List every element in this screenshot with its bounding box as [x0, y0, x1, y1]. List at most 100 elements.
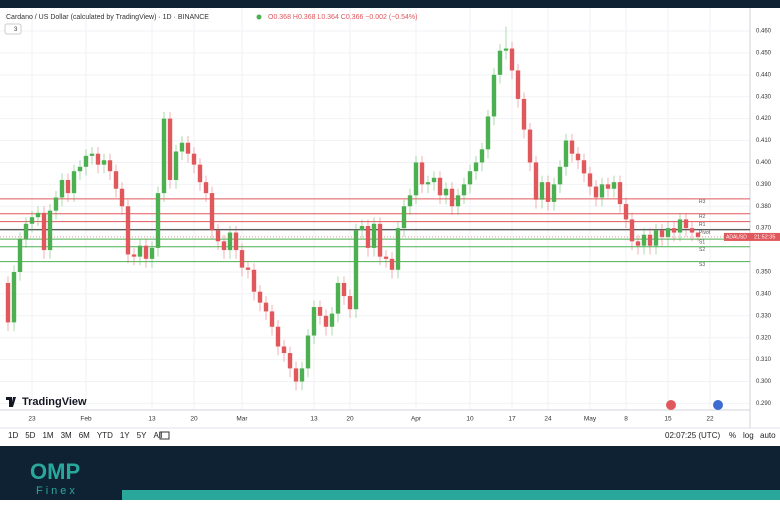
- candle-body: [77, 166, 83, 172]
- y-tick-label: 0.380: [756, 204, 772, 210]
- candle-body: [431, 177, 437, 183]
- x-tick-label: May: [584, 416, 597, 423]
- candle-body: [185, 142, 191, 154]
- flag-icon: [713, 400, 723, 410]
- candle-body: [125, 206, 131, 255]
- candle-body: [197, 164, 203, 183]
- x-tick-label: 20: [190, 416, 198, 423]
- y-tick-label: 0.400: [756, 160, 772, 166]
- candle-body: [599, 184, 605, 198]
- x-tick-label: 13: [310, 416, 318, 423]
- y-tick-label: 0.340: [756, 291, 772, 297]
- candle-body: [575, 153, 581, 161]
- range-button[interactable]: 3M: [61, 431, 72, 440]
- candle-body: [119, 188, 125, 207]
- top-band: [0, 0, 780, 8]
- y-tick-label: 0.330: [756, 313, 772, 319]
- x-tick-label: 24: [544, 416, 552, 423]
- candle-body: [269, 311, 275, 327]
- candle-body: [251, 269, 257, 292]
- pivot-label: S1: [699, 239, 705, 245]
- candle-body: [533, 162, 539, 200]
- price-tag-symbol: ADAUSD: [726, 234, 747, 240]
- candle-body: [239, 250, 245, 268]
- candle-body: [503, 48, 509, 51]
- range-button[interactable]: YTD: [97, 431, 113, 440]
- candle-body: [389, 258, 395, 270]
- candle-body: [257, 291, 263, 303]
- chart-title: Cardano / US Dollar (calculated by Tradi…: [6, 14, 209, 21]
- candle-body: [467, 171, 473, 185]
- price-tag-countdown: 21:52:35: [754, 234, 775, 240]
- x-tick-label: Apr: [411, 416, 422, 423]
- candle-body: [41, 212, 47, 251]
- candle-body: [191, 153, 197, 165]
- y-tick-label: 0.370: [756, 226, 772, 232]
- candle-body: [659, 230, 665, 237]
- y-tick-label: 0.430: [756, 94, 772, 100]
- candle-body: [137, 245, 143, 257]
- range-button[interactable]: 5Y: [137, 431, 147, 440]
- x-tick-label: 13: [148, 416, 156, 423]
- x-tick-label: 22: [706, 416, 714, 423]
- candle-body: [461, 184, 467, 196]
- candle-body: [365, 225, 371, 248]
- axis-option[interactable]: log: [743, 431, 754, 440]
- candle-body: [521, 98, 527, 130]
- candle-body: [407, 195, 413, 207]
- candle-body: [419, 162, 425, 185]
- candle-body: [629, 219, 635, 242]
- footer-logo: OMP: [30, 459, 80, 484]
- candle-body: [149, 247, 155, 259]
- y-tick-label: 0.460: [756, 29, 772, 35]
- candle-body: [689, 228, 695, 233]
- footer-bar: [122, 490, 780, 500]
- candle-body: [401, 206, 407, 229]
- y-tick-label: 0.450: [756, 50, 772, 56]
- y-tick-label: 0.410: [756, 138, 772, 144]
- candle-body: [281, 346, 287, 354]
- candle-body: [317, 307, 323, 316]
- candle-body: [383, 256, 389, 259]
- candle-body: [209, 193, 215, 231]
- range-button[interactable]: 1M: [42, 431, 53, 440]
- candle-body: [557, 166, 563, 185]
- candle-body: [671, 228, 677, 233]
- range-button[interactable]: 6M: [79, 431, 90, 440]
- candle-body: [341, 282, 347, 297]
- range-button[interactable]: All: [153, 431, 162, 440]
- candle-body: [161, 118, 167, 194]
- range-button[interactable]: 1Y: [120, 431, 130, 440]
- candle-body: [485, 116, 491, 150]
- candle-body: [587, 173, 593, 187]
- candle-body: [605, 184, 611, 189]
- axis-option[interactable]: %: [729, 431, 736, 440]
- candle-body: [275, 326, 281, 347]
- range-button[interactable]: 5D: [25, 431, 35, 440]
- candle-body: [653, 230, 659, 246]
- candle-body: [425, 182, 431, 185]
- candle-body: [551, 184, 557, 202]
- indicator-badge[interactable]: [4, 23, 22, 35]
- candle-body: [35, 212, 41, 218]
- x-tick-label: 23: [28, 416, 36, 423]
- candle-body: [329, 313, 335, 327]
- x-tick-label: 10: [466, 416, 474, 423]
- x-tick-label: 17: [508, 416, 516, 423]
- calendar-icon[interactable]: [159, 431, 170, 440]
- candle-body: [395, 228, 401, 270]
- candle-body: [101, 160, 107, 165]
- candle-body: [293, 368, 299, 382]
- candle-body: [665, 228, 671, 237]
- range-button[interactable]: 1D: [8, 431, 18, 440]
- x-tick-label: Feb: [80, 416, 92, 423]
- candle-body: [245, 267, 251, 270]
- candle-body: [455, 195, 461, 207]
- y-tick-label: 0.290: [756, 401, 772, 407]
- axis-option[interactable]: auto: [760, 431, 776, 440]
- pivot-label: R3: [699, 199, 706, 205]
- candle-body: [611, 182, 617, 189]
- candle-body: [215, 230, 221, 242]
- pivot-label: Pivot: [699, 230, 711, 236]
